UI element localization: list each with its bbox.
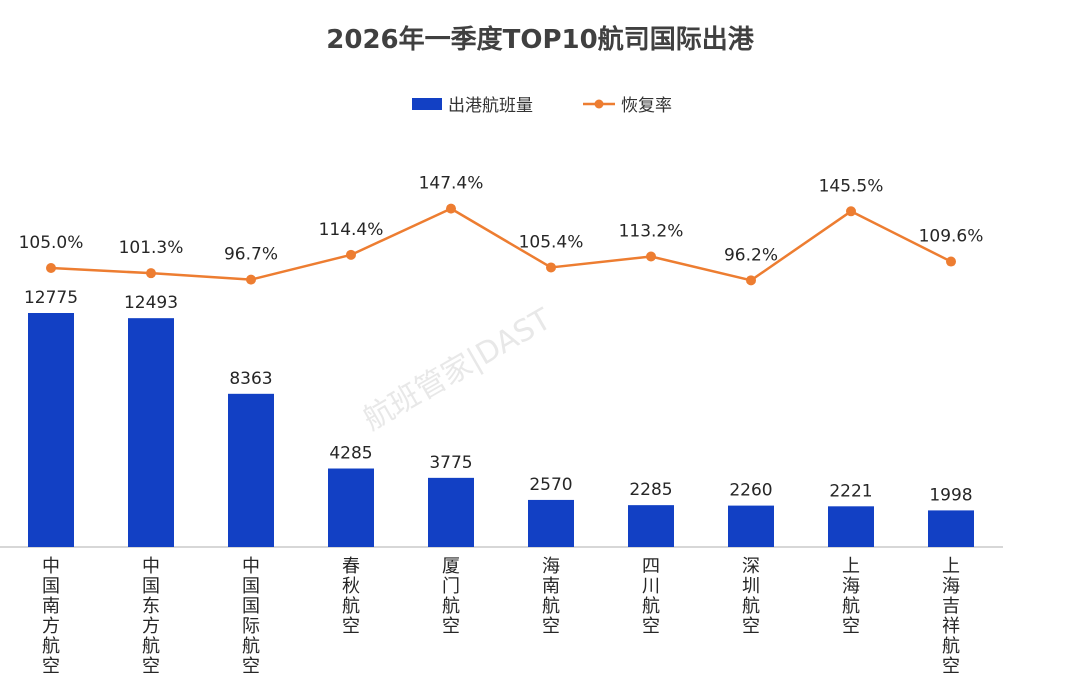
rate-value-label: 113.2%	[619, 222, 684, 242]
bar-value-label: 4285	[329, 444, 372, 464]
recovery-point	[546, 262, 556, 273]
rate-value-label: 105.0%	[19, 233, 84, 253]
bar	[128, 318, 174, 547]
bar-value-label: 2570	[529, 475, 572, 495]
recovery-point	[946, 256, 956, 267]
watermark: 航班管家|DAST	[357, 302, 557, 438]
recovery-point	[246, 274, 256, 285]
rate-value-label: 109.6%	[919, 227, 984, 247]
bar-value-label: 2260	[729, 481, 772, 501]
bar-value-labels: 12775 12493 8363 4285 3775 2570 2285 2260 2221 19…	[24, 288, 973, 505]
bar	[728, 505, 774, 547]
category-label: 上海航空	[842, 556, 860, 637]
bar-value-label: 3775	[429, 453, 472, 473]
category-label: 中国南方航空	[42, 556, 60, 677]
recovery-point	[846, 206, 856, 217]
category-label: 海南航空	[542, 556, 560, 637]
recovery-point	[746, 275, 756, 286]
watermark-text: 航班管家|DAST	[357, 302, 557, 438]
rate-value-label: 147.4%	[419, 174, 484, 194]
legend-line-label: 恢复率	[621, 96, 672, 116]
bar-value-label: 12775	[24, 288, 78, 308]
rate-value-label: 96.7%	[224, 245, 278, 265]
bar-value-label: 12493	[124, 293, 178, 313]
bar	[928, 510, 974, 547]
category-label: 厦门航空	[442, 556, 460, 637]
bar	[328, 468, 374, 547]
recovery-point	[346, 249, 356, 260]
bar	[428, 477, 474, 547]
legend-bar-label: 出港航班量	[448, 96, 533, 116]
bar-value-label: 2285	[629, 480, 672, 500]
bars	[28, 313, 974, 547]
category-label: 中国东方航空	[142, 556, 160, 677]
category-label: 春秋航空	[342, 556, 360, 637]
bar	[228, 393, 274, 547]
recovery-value-labels: 105.0% 101.3% 96.7% 114.4% 147.4% 105.4% 113.2…	[19, 174, 984, 266]
rate-value-label: 101.3%	[119, 238, 184, 258]
rate-value-label: 96.2%	[724, 245, 778, 265]
bar	[828, 506, 874, 547]
rate-value-label: 145.5%	[819, 176, 884, 196]
legend-line-marker	[594, 99, 604, 109]
bar	[628, 505, 674, 547]
bar-value-label: 2221	[829, 481, 872, 501]
bar-value-label: 8363	[229, 369, 272, 389]
category-label: 上海吉祥航空	[942, 556, 960, 677]
legend-bar-swatch	[412, 98, 442, 110]
recovery-line-series	[46, 203, 956, 286]
chart-title: 2026年一季度TOP10航司国际出港	[326, 24, 754, 55]
recovery-point	[46, 263, 56, 273]
recovery-point	[146, 268, 156, 279]
category-label: 四川航空	[642, 556, 660, 637]
recovery-point	[446, 203, 456, 214]
category-label: 中国国际航空	[242, 556, 260, 677]
recovery-point	[646, 251, 656, 262]
bar-value-label: 1998	[929, 485, 972, 505]
bar	[528, 499, 574, 547]
legend: 出港航班量 恢复率	[412, 96, 672, 116]
recovery-line	[50, 207, 952, 282]
category-label: 深圳航空	[742, 556, 760, 637]
rate-value-label: 105.4%	[519, 232, 584, 252]
category-labels: 中国南方航空 中国东方航空 中国国际航空 春秋航空 厦门航空 海南航空 四川航空 深圳航空 上海…	[42, 556, 960, 677]
bar	[28, 313, 74, 547]
rate-value-label: 114.4%	[319, 220, 384, 240]
